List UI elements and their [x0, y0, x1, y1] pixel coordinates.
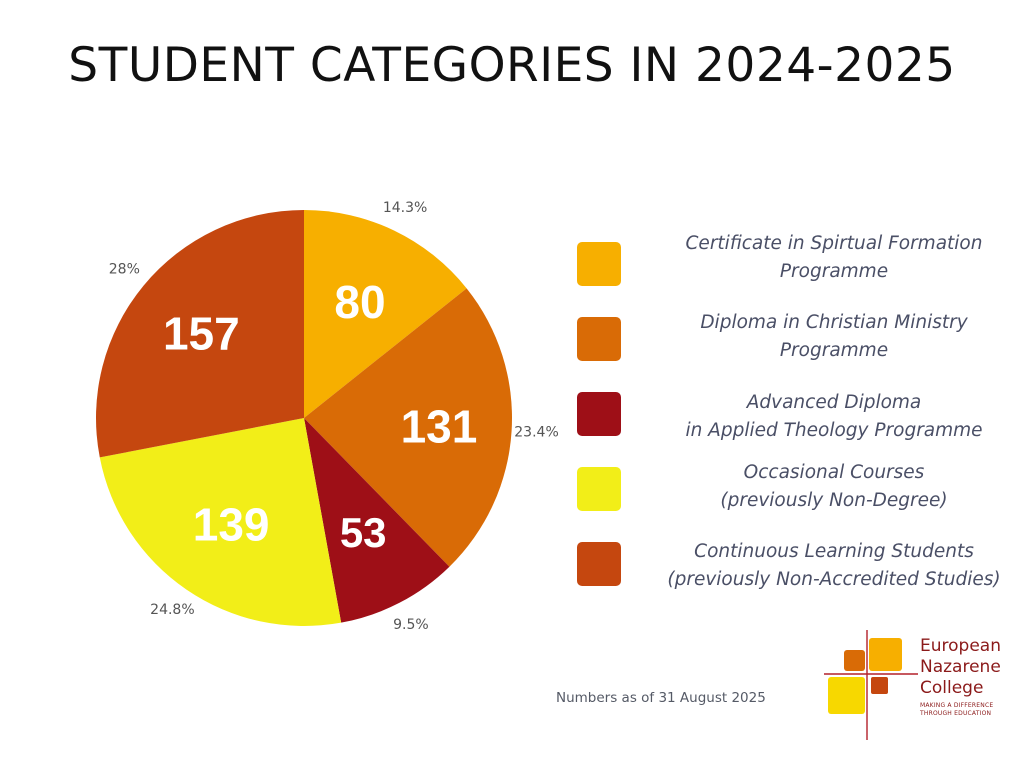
logo-cross-icon [824, 630, 918, 740]
chart-title: STUDENT CATEGORIES IN 2024-2025 [68, 38, 956, 93]
slice-percent-label-3: 9.5% [393, 617, 429, 633]
legend-label-advanced-diploma: Advanced Diploma in Applied Theology Pro… [685, 392, 983, 441]
legend-label-certificate: Certificate in Spirtual Formation Progra… [685, 233, 983, 282]
slice-percent-label-2: 23.4% [514, 424, 558, 440]
slice-value-label-3: 53 [340, 509, 387, 556]
slice-percent-label-1: 14.3% [383, 200, 427, 216]
pie-slice-1 [304, 210, 467, 418]
pie-slice-4 [99, 418, 342, 626]
slice-value-label-1: 80 [334, 276, 385, 328]
pie-slice-2 [304, 288, 513, 567]
legend-swatch-advanced-diploma [577, 392, 621, 436]
slice-percent-label-4: 24.8% [150, 602, 194, 618]
legend-label-diploma: Diploma in Christian Ministry Programme [700, 312, 968, 361]
slice-value-label-2: 131 [401, 400, 478, 452]
slice-value-label-4: 139 [193, 498, 270, 550]
logo-tagline: MAKING A DIFFERENCE THROUGH EDUCATION [920, 702, 994, 717]
legend-swatch-continuous [577, 542, 621, 586]
slice-value-label-5: 157 [163, 307, 240, 359]
pie-slice-5 [96, 210, 305, 458]
logo-name: European Nazarene College [920, 636, 1001, 698]
legend-label-occasional: Occasional Courses (previously Non-Degre… [720, 462, 948, 511]
slice-percent-label-5: 28% [109, 262, 140, 278]
footnote: Numbers as of 31 August 2025 [556, 690, 766, 706]
pie-slice-3 [304, 418, 450, 623]
legend-swatch-diploma [577, 317, 621, 361]
college-logo: European Nazarene College MAKING A DIFFE… [822, 630, 1012, 740]
legend-swatch-certificate [577, 242, 621, 286]
legend-label-continuous: Continuous Learning Students (previously… [667, 541, 1001, 590]
legend-swatch-occasional [577, 467, 621, 511]
